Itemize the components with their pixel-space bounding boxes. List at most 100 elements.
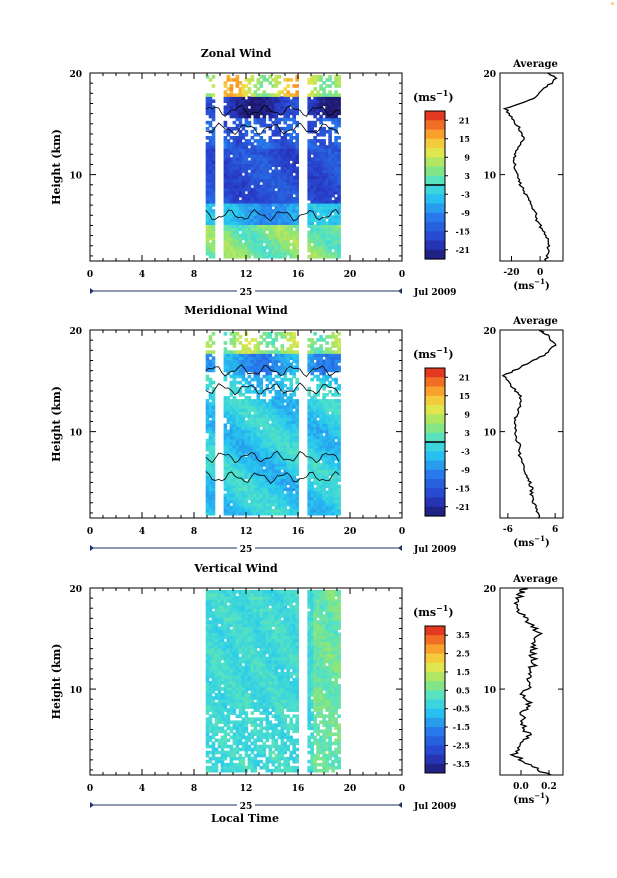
heatmap-cell xyxy=(295,497,299,501)
heatmap-cell xyxy=(212,99,216,103)
heatmap-cell xyxy=(337,136,341,140)
profile-x-tick-label: -20 xyxy=(503,268,519,278)
colorbar-step xyxy=(425,167,445,177)
heatmap-cell xyxy=(212,442,216,446)
heatmap-cell xyxy=(337,436,341,440)
heatmap-cell xyxy=(212,160,216,164)
heatmap-cell xyxy=(292,332,296,336)
heatmap-cell xyxy=(212,154,216,158)
colorbar-step xyxy=(425,130,445,140)
x-tick-label: 8 xyxy=(191,527,197,537)
heatmap-cell xyxy=(212,234,216,238)
heatmap-cell xyxy=(337,411,341,415)
heatmap-cell xyxy=(212,424,216,428)
heatmap-cells xyxy=(206,332,341,516)
heatmap-cell xyxy=(212,454,216,458)
heatmap-cell xyxy=(337,160,341,164)
profile-x-label: (ms−1) xyxy=(513,277,549,292)
heatmap-cell xyxy=(337,240,341,244)
heatmap-cell xyxy=(295,197,299,201)
heatmap-cell xyxy=(295,133,299,137)
heatmap-cell xyxy=(337,454,341,458)
heatmap-cell xyxy=(295,448,299,452)
heatmap-cell xyxy=(295,509,299,513)
x-tick-label: 20 xyxy=(344,270,357,280)
heatmap-cell xyxy=(212,228,216,232)
colorbar-step xyxy=(425,396,445,406)
heatmap-cell xyxy=(239,81,243,85)
heatmap-cell xyxy=(295,399,299,403)
y-tick-label: 10 xyxy=(69,172,82,182)
heatmap-cell xyxy=(212,430,216,434)
heatmap-cell xyxy=(230,84,234,88)
heatmap-cell xyxy=(212,491,216,495)
heatmap-cell xyxy=(313,121,317,125)
heatmap-cell xyxy=(337,191,341,195)
heatmap-cell xyxy=(212,209,216,213)
heatmap-cell xyxy=(313,332,317,336)
colorbar-step xyxy=(425,461,445,471)
colorbar-step xyxy=(425,433,445,443)
heatmap-cell xyxy=(337,417,341,421)
colorbar-step xyxy=(425,185,445,195)
heatmap-cell xyxy=(328,84,332,88)
heatmap-cell xyxy=(269,390,273,394)
heatmap-cell xyxy=(337,430,341,434)
heatmap-cell xyxy=(286,84,290,88)
heatmap-cell xyxy=(212,115,216,119)
colorbar-tick-label: -15 xyxy=(456,483,470,493)
profile-y-tick-label: 10 xyxy=(483,172,496,182)
heatmap-cell xyxy=(337,347,341,351)
heatmap-cell xyxy=(260,136,264,140)
x-tick-label: 8 xyxy=(191,270,197,280)
heatmap-cell xyxy=(337,167,341,171)
colorbar-unit-exp: −1 xyxy=(436,345,448,355)
heatmap-cell xyxy=(212,360,216,364)
heatmap-cell xyxy=(212,185,216,189)
heatmap-cell xyxy=(212,341,216,345)
profile-x-label: (ms−1) xyxy=(513,534,549,549)
heatmap-cell xyxy=(295,84,299,88)
heatmap-cell xyxy=(295,402,299,406)
colorbar-step xyxy=(425,414,445,424)
profile-x-tick-label: -6 xyxy=(503,525,513,535)
heatmap-cell xyxy=(248,87,252,91)
heatmap-cell xyxy=(295,430,299,434)
day-label: 25 xyxy=(240,545,253,555)
profile-y-tick-label: 10 xyxy=(483,429,496,439)
colorbar-step xyxy=(425,111,445,121)
heatmap-cell xyxy=(212,402,216,406)
heatmap-cell xyxy=(278,75,282,79)
heatmap-cell xyxy=(289,78,293,82)
heatmap-cell xyxy=(325,341,329,345)
heatmap-cell xyxy=(254,338,258,342)
colorbar-tick-label: 3 xyxy=(464,428,470,438)
heatmap-cell xyxy=(337,179,341,183)
heatmap-cell xyxy=(337,197,341,201)
heatmap-cell xyxy=(212,497,216,501)
heatmap-cell xyxy=(337,353,341,357)
heatmap-cell xyxy=(337,142,341,146)
heatmap-cell xyxy=(337,497,341,501)
heatmap-cell xyxy=(337,215,341,219)
heatmap-cell xyxy=(328,133,332,137)
colorbar-step xyxy=(425,377,445,387)
heatmap-cell xyxy=(295,353,299,357)
x-tick-label: 12 xyxy=(240,527,253,537)
heatmap-cell xyxy=(337,402,341,406)
heatmap-cell xyxy=(224,121,228,125)
heatmap-cell xyxy=(295,240,299,244)
heatmap-cell xyxy=(212,75,216,79)
day-label: 25 xyxy=(240,288,253,298)
heatmap-cell xyxy=(295,417,299,421)
day-line-marker xyxy=(398,545,402,551)
y-tick-label: 10 xyxy=(69,429,82,439)
heatmap-cell xyxy=(263,75,267,79)
colorbar-tick-label: 21 xyxy=(459,372,470,382)
heatmap-cell xyxy=(278,81,282,85)
heatmap-cell xyxy=(319,75,323,79)
colorbar-step xyxy=(425,231,445,241)
heatmap-cell xyxy=(295,350,299,354)
